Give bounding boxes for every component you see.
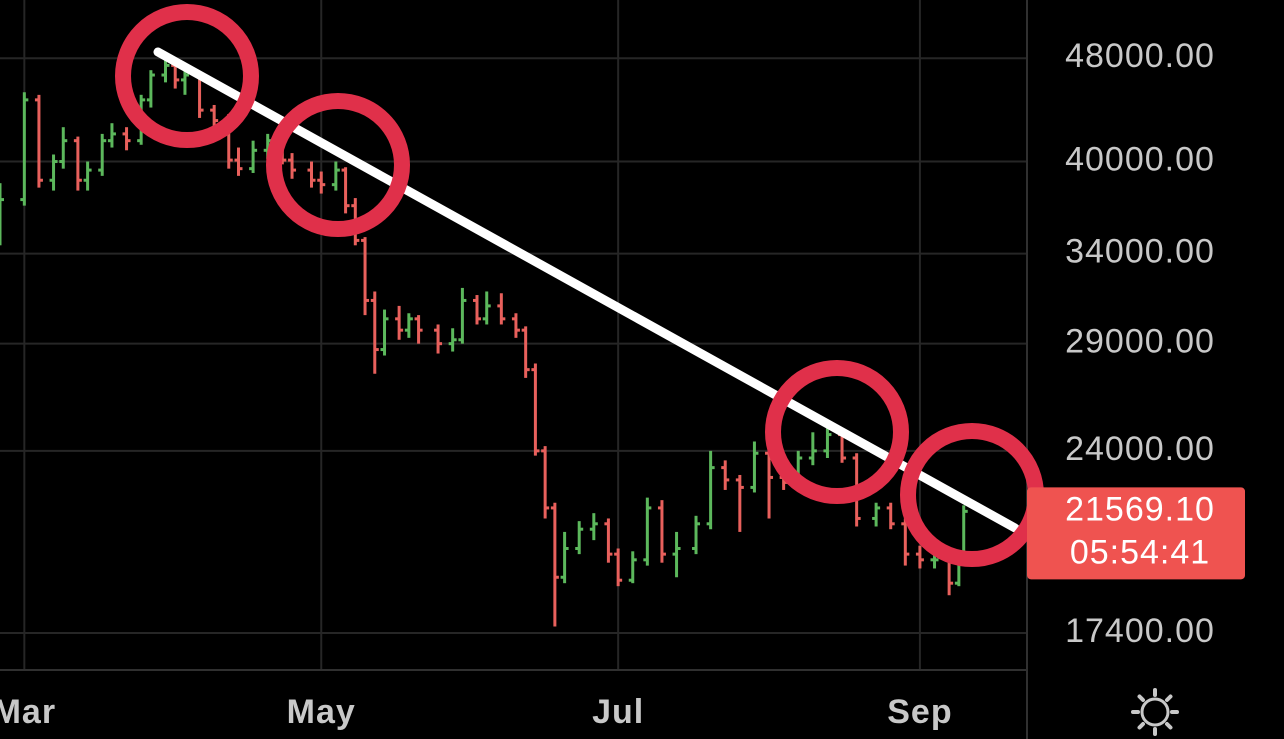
- y-tick-label: 48000.00: [1065, 37, 1215, 75]
- y-tick-label: 29000.00: [1065, 323, 1215, 361]
- highlight-circle[interactable]: [266, 93, 410, 237]
- y-tick-label: 40000.00: [1065, 141, 1215, 179]
- x-tick-label: May: [287, 693, 356, 731]
- bars: [0, 58, 968, 627]
- x-tick-label: Sep: [887, 693, 952, 731]
- last-price-label: 21569.10: [1065, 490, 1215, 528]
- countdown-label: 05:54:41: [1070, 533, 1210, 571]
- axes: 48000.00 40000.00 34000.00 29000.00 24000.00…: [0, 37, 1245, 731]
- trend-line[interactable]: [153, 47, 1020, 533]
- y-tick-label: 34000.00: [1065, 233, 1215, 271]
- y-tick-label: 17400.00: [1065, 612, 1215, 650]
- x-tick-label: Mar: [0, 693, 56, 731]
- highlight-circle[interactable]: [765, 360, 909, 504]
- highlight-circle[interactable]: [115, 4, 259, 148]
- last-price-box: [1027, 487, 1245, 580]
- x-tick-label: Jul: [592, 693, 644, 731]
- y-tick-label: 24000.00: [1065, 430, 1215, 468]
- settings-icon[interactable]: [1131, 688, 1179, 736]
